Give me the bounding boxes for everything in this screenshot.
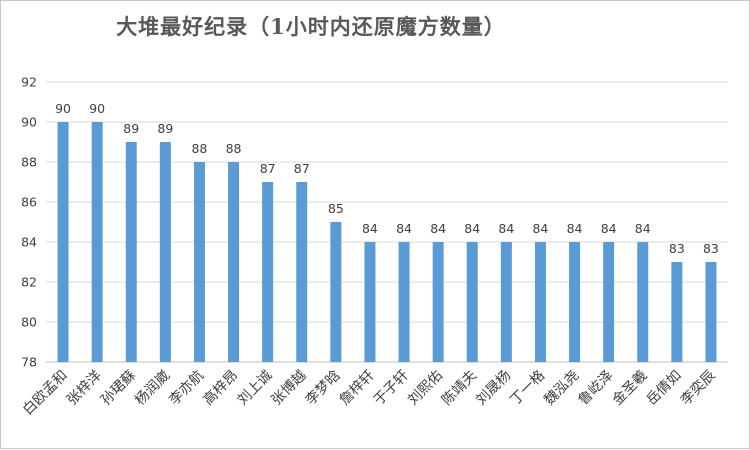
x-tick-label: 杨润崴 [132,368,173,409]
bar [125,142,137,362]
y-tick-label: 88 [21,155,37,170]
bar [159,142,171,362]
bar [296,182,308,362]
data-label: 87 [294,161,310,176]
y-tick-label: 82 [21,275,37,290]
data-label: 84 [635,221,651,236]
x-tick-label: 刘上诚 [234,368,275,409]
x-tick-label: 刘熙佑 [405,368,446,409]
bar [262,182,274,362]
data-label: 90 [89,101,105,116]
y-tick-label: 90 [21,115,37,130]
x-tick-label: 白欧孟和 [20,368,71,419]
bar [330,222,342,362]
data-label: 88 [226,141,242,156]
y-tick-label: 78 [21,355,37,370]
data-label: 87 [260,161,276,176]
data-label: 88 [191,141,207,156]
x-tick-label: 丁一格 [507,368,548,409]
data-label: 83 [703,241,719,256]
bar [57,122,69,362]
y-tick-label: 86 [21,195,37,210]
data-label: 84 [396,221,412,236]
bar [569,242,581,362]
x-tick-label: 李梦晗 [302,367,344,409]
bar [466,242,478,362]
x-tick-label: 金圣羲 [610,368,651,409]
y-tick-label: 84 [21,235,37,250]
bar [398,242,410,362]
chart-title: 大堆最好纪录（1小时内还原魔方数量） [116,14,506,39]
bar [432,242,444,362]
x-tick-label: 魏泓尧 [541,368,582,409]
data-label: 83 [669,241,685,256]
x-tick-label: 高梓昂 [200,367,242,409]
x-tick-label: 鲁屹泽 [575,368,616,409]
y-tick-label: 80 [21,315,37,330]
data-label: 89 [123,121,139,136]
bar [228,162,240,362]
y-tick-label: 92 [21,75,37,90]
data-label: 84 [532,221,548,236]
bar [705,262,717,362]
data-label: 85 [328,201,344,216]
bar [603,242,615,362]
x-tick-label: 岳倩如 [644,368,685,409]
data-label: 84 [362,221,378,236]
x-tick-label: 詹梓轩 [337,368,378,409]
data-label: 84 [464,221,480,236]
data-label: 84 [498,221,514,236]
bar [637,242,649,362]
bar [500,242,512,362]
x-tick-label: 李亦航 [166,368,207,409]
x-tick-label: 李奕辰 [678,368,719,409]
x-tick-label: 刘晟杨 [473,368,514,409]
x-tick-label: 陈靖夫 [438,367,480,409]
bar [193,162,205,362]
x-tick-label: 于子轩 [371,368,412,409]
data-label: 84 [430,221,446,236]
bar [364,242,376,362]
data-label: 84 [601,221,617,236]
bar [534,242,546,362]
x-tick-label: 张博越 [268,367,310,409]
x-tick-label: 孙珺蘇 [98,368,139,409]
data-label: 90 [55,101,71,116]
data-label: 89 [157,121,173,136]
bar [671,262,683,362]
data-label: 84 [567,221,583,236]
x-tick-label: 张梓洋 [64,368,105,409]
bar [91,122,103,362]
